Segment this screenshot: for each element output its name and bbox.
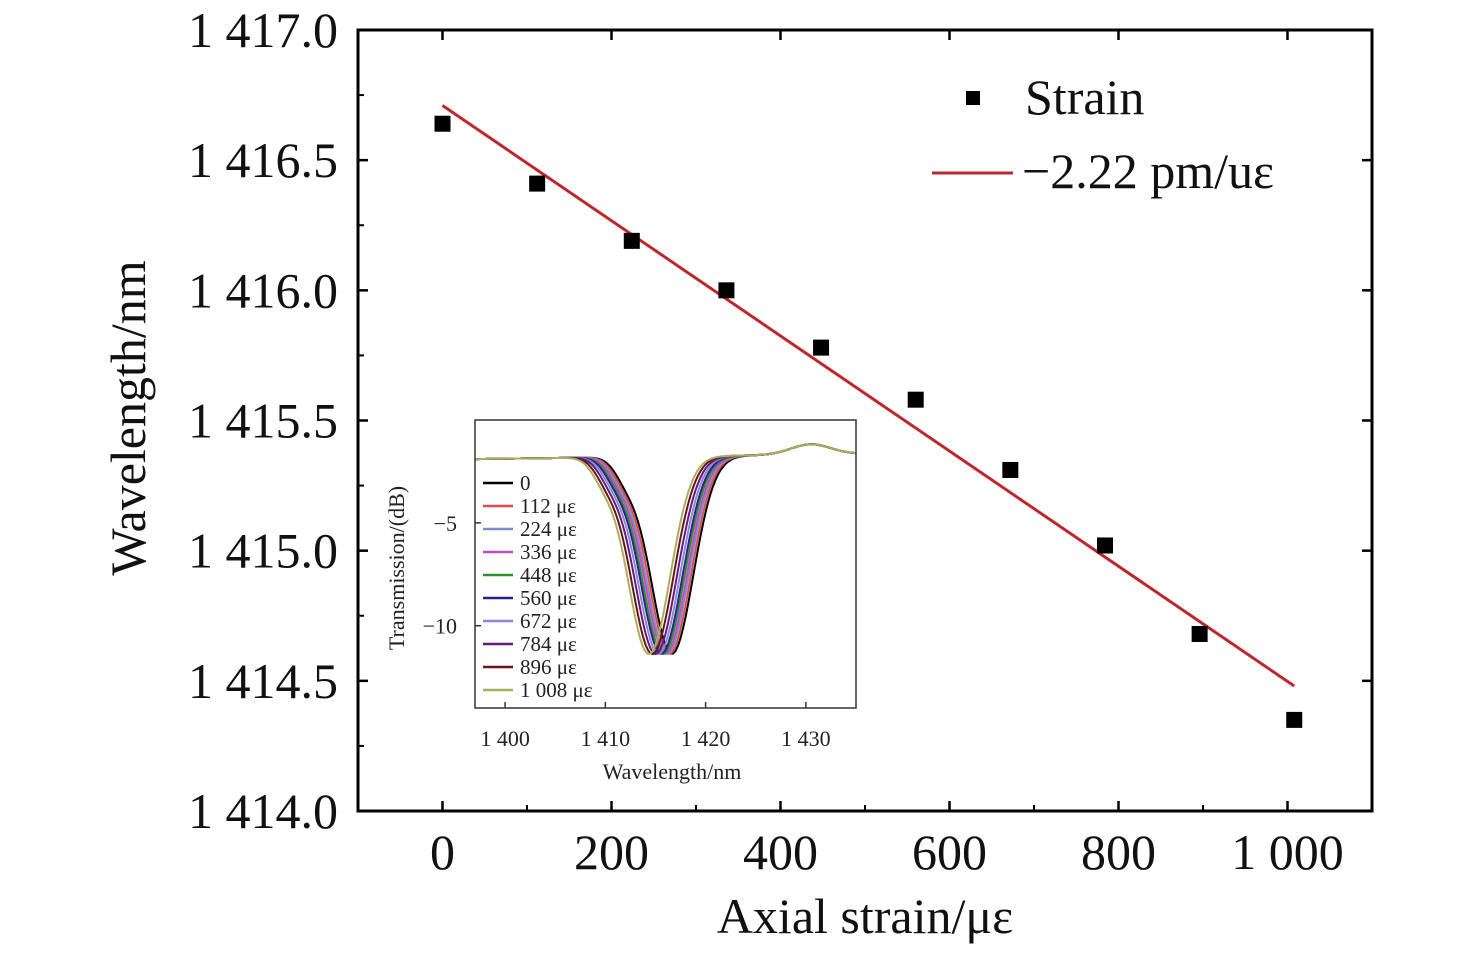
- y-axis-title: Wavelength/nm: [100, 260, 156, 575]
- y-tick-label: 1 414.0: [188, 783, 338, 839]
- x-tick-label: 800: [1081, 824, 1156, 880]
- x-tick-label: 200: [574, 824, 649, 880]
- inset-legend-label: 1 008 με: [520, 678, 593, 702]
- inset-y-tick-label: −5: [434, 511, 457, 536]
- inset-y-axis-title: Transmission/(dB): [384, 486, 409, 650]
- y-tick-label: 1 415.0: [188, 523, 338, 579]
- x-tick-label: 1 000: [1231, 824, 1344, 880]
- inset-x-tick-label: 1 400: [480, 726, 530, 751]
- y-tick-label: 1 417.0: [188, 2, 338, 58]
- inset-y-tick-label: −10: [423, 614, 457, 639]
- inset-legend-label: 336 με: [520, 540, 577, 564]
- inset-legend-label: 0: [520, 471, 531, 495]
- inset-x-axis-title: Wavelength/nm: [603, 759, 742, 784]
- inset-legend-label: 224 με: [520, 517, 577, 541]
- y-tick-label: 1 416.5: [188, 132, 338, 188]
- x-tick-label: 0: [430, 824, 455, 880]
- data-point: [623, 232, 640, 249]
- data-point: [813, 339, 830, 356]
- data-point: [529, 175, 546, 192]
- main-chart: 0 200 400 600 800 1 000 1 414.0 1 414.5 1 415.0 1…: [100, 2, 1374, 944]
- x-tick-label: 600: [912, 824, 987, 880]
- data-point: [1286, 711, 1303, 728]
- y-tick-label: 1 415.5: [188, 393, 338, 449]
- y-tick-label: 1 416.0: [188, 262, 338, 318]
- inset-chart: 1 400 1 410 1 420 1 430 −5 −10 Wavelength/nm Tr…: [384, 415, 861, 784]
- data-point: [1191, 625, 1208, 642]
- data-point: [1002, 461, 1019, 478]
- inset-legend-label: 672 με: [520, 609, 577, 633]
- inset-frame: [474, 419, 857, 709]
- inset-curve: [475, 443, 857, 656]
- inset-x-tick-label: 1 430: [781, 726, 831, 751]
- inset-background: [470, 415, 861, 713]
- legend-label-strain: Strain: [1025, 69, 1144, 125]
- inset-legend-label: 448 με: [520, 563, 577, 587]
- legend-marker-strain: [966, 91, 980, 105]
- inset-legend-label: 896 με: [520, 655, 577, 679]
- inset-x-tick-label: 1 410: [581, 726, 631, 751]
- inset-legend-label: 560 με: [520, 586, 577, 610]
- x-tick-label: 400: [743, 824, 818, 880]
- data-point: [907, 391, 924, 408]
- legend-label-fit: −2.22 pm/uε: [1022, 143, 1274, 199]
- inset-legend-label: 112 με: [520, 494, 576, 518]
- data-point: [434, 115, 451, 132]
- data-point: [718, 282, 735, 299]
- fit-line: [441, 104, 1296, 688]
- y-tick-label: 1 414.5: [188, 653, 338, 709]
- inset-legend-label: 784 με: [520, 632, 577, 656]
- x-axis-title: Axial strain/με: [717, 888, 1013, 944]
- inset-x-tick-label: 1 420: [681, 726, 731, 751]
- data-point: [1096, 537, 1113, 554]
